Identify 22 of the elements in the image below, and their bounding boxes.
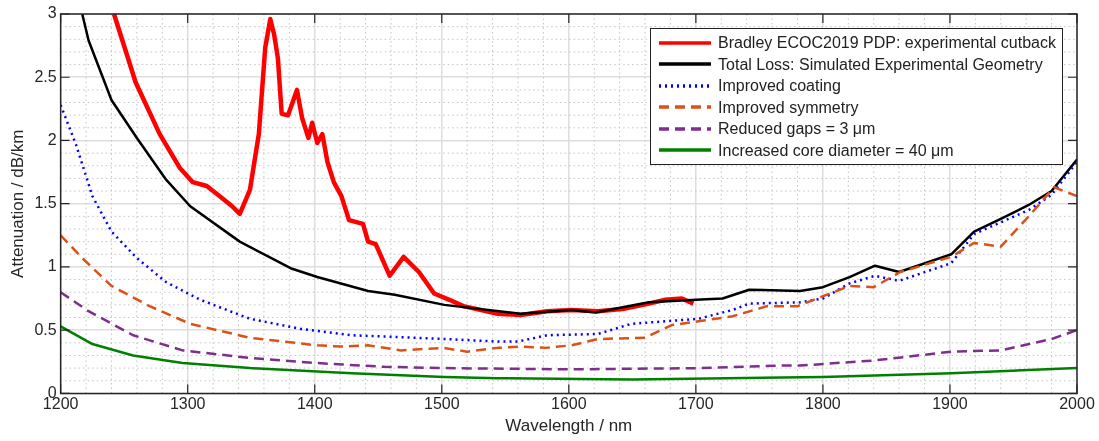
- x-tick-label: 1800: [805, 395, 841, 413]
- x-tick-label: 1400: [296, 395, 333, 413]
- legend-label: Bradley ECOC2019 PDP: experimental cutback: [718, 33, 1056, 53]
- y-tick-label: 1.5: [34, 194, 57, 212]
- legend-label: Improved coating: [718, 76, 841, 96]
- y-tick-label: 3: [47, 4, 57, 22]
- legend-label: Improved symmetry: [718, 97, 859, 118]
- y-tick-label: 1: [47, 257, 57, 275]
- x-axis-title: Wavelength / nm: [505, 416, 633, 436]
- x-tick-label: 1700: [678, 395, 714, 413]
- x-tick-label: 2000: [1059, 395, 1095, 413]
- x-tick-label: 1500: [423, 395, 460, 413]
- x-tick-label: 1600: [551, 395, 587, 413]
- legend-label: Reduced gaps = 3 μm: [718, 119, 876, 139]
- y-axis-title: Attenuation / dB/km: [7, 129, 27, 278]
- y-tick-label: 0.5: [34, 320, 57, 338]
- legend-label: Increased core diameter = 40 μm: [718, 140, 954, 161]
- y-tick-label: 2.5: [34, 67, 57, 85]
- x-tick-label: 1900: [932, 395, 968, 413]
- legend-label: Total Loss: Simulated Experimental Geometry: [718, 54, 1043, 75]
- x-tick-label: 1300: [169, 395, 206, 413]
- y-tick-label: 2: [47, 130, 57, 148]
